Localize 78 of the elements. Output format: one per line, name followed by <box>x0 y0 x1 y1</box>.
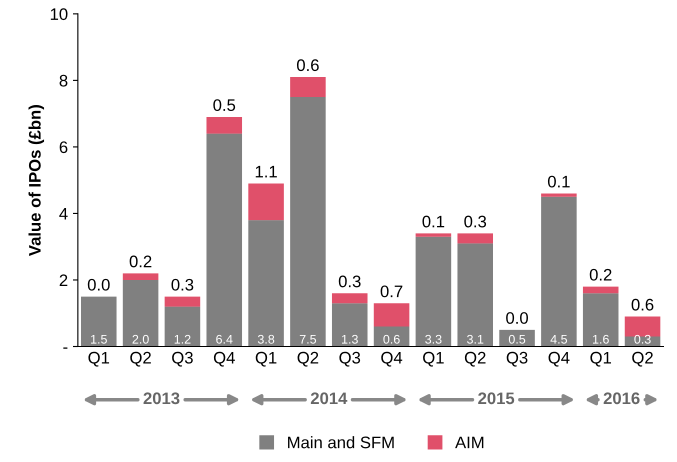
x-tick-label: Q2 <box>464 352 486 367</box>
data-label: 3.8 <box>258 334 274 344</box>
y-tick-label: 2 <box>60 274 68 286</box>
data-label: 3.1 <box>467 334 484 344</box>
bar <box>416 233 452 237</box>
bar <box>374 326 410 346</box>
data-label: 1.1 <box>256 166 277 178</box>
bar <box>374 303 410 327</box>
data-label: 3.3 <box>425 334 442 344</box>
x-tick-label: Q3 <box>339 352 360 367</box>
bar <box>541 196 577 346</box>
data-label: 0.6 <box>632 298 654 311</box>
data-label: 0.0 <box>506 312 528 324</box>
bar <box>457 233 494 244</box>
x-tick-label: Q3 <box>172 352 193 367</box>
bar <box>122 273 158 280</box>
x-tick-label: Q4 <box>548 352 570 367</box>
bar <box>582 286 618 294</box>
bar <box>416 236 452 346</box>
data-label: 0.6 <box>383 334 400 344</box>
bar <box>290 97 326 346</box>
data-label: 0.3 <box>464 216 486 228</box>
x-tick-label: Q3 <box>506 352 528 367</box>
data-label: 0.5 <box>508 334 526 344</box>
legend-label: AIM <box>455 436 484 448</box>
data-label: 0.0 <box>88 278 110 291</box>
bar <box>122 280 158 346</box>
data-label: 0.3 <box>338 276 361 288</box>
data-label: 0.3 <box>634 334 651 344</box>
bar <box>164 296 200 307</box>
y-tick-label: - <box>63 347 68 349</box>
text: 2016 <box>604 392 640 404</box>
data-label: 1.3 <box>342 334 358 344</box>
data-label: 6.4 <box>216 334 233 344</box>
x-tick-label: Q2 <box>632 352 653 367</box>
y-tick-label: 4 <box>59 208 68 220</box>
data-label: 1.6 <box>592 334 609 344</box>
data-label: 0.1 <box>422 216 444 228</box>
data-label: 1.2 <box>174 334 190 344</box>
x-tick-label: Q4 <box>381 352 402 367</box>
bar <box>206 116 242 134</box>
data-label: 0.5 <box>213 99 236 112</box>
bar <box>541 193 577 197</box>
data-label: 0.6 <box>296 59 319 72</box>
text: 2015 <box>478 392 514 404</box>
bar <box>248 184 284 220</box>
bar <box>332 293 368 304</box>
data-label: 0.7 <box>380 286 402 298</box>
legend-label: Main and SFM <box>288 436 394 448</box>
data-label: 7.5 <box>300 334 316 344</box>
bar <box>80 296 117 346</box>
bar <box>332 303 368 346</box>
data-label: 1.5 <box>91 334 107 344</box>
y-tick-label: 10 <box>50 8 68 20</box>
x-tick-label: Q2 <box>298 352 318 367</box>
data-label: 0.1 <box>548 176 570 188</box>
data-label: 4.5 <box>550 334 568 344</box>
x-tick-label: Q2 <box>130 352 151 367</box>
y-axis-title: Value of IPOs (£bn) <box>28 105 44 256</box>
bar <box>164 306 200 346</box>
text: 2013 <box>144 392 180 404</box>
bar <box>290 77 326 98</box>
y-tick-label: 6 <box>60 141 68 154</box>
bar <box>206 134 242 346</box>
data-label: 2.0 <box>132 334 149 344</box>
bar <box>582 293 618 346</box>
x-tick-label: Q1 <box>256 352 276 367</box>
data-label: 0.2 <box>130 256 152 268</box>
bar <box>457 243 494 346</box>
x-tick-label: Q1 <box>590 352 612 367</box>
y-tick-label: 8 <box>60 74 68 87</box>
text: 2014 <box>310 392 348 404</box>
x-tick-label: Q1 <box>88 352 110 367</box>
bar <box>248 220 284 346</box>
data-label: 0.3 <box>171 278 194 291</box>
x-tick-label: Q1 <box>423 352 444 367</box>
x-tick-label: Q4 <box>214 352 235 367</box>
data-label: 0.2 <box>590 268 612 281</box>
